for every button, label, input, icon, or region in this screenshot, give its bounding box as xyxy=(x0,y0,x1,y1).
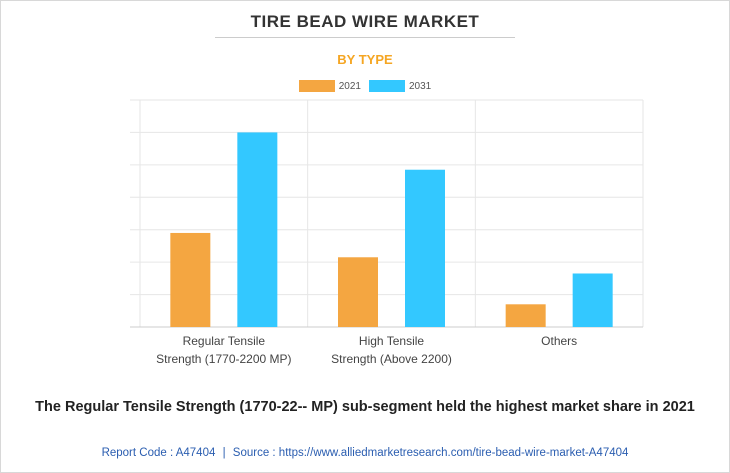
chart-title: TIRE BEAD WIRE MARKET xyxy=(250,12,480,31)
legend-label-2021: 2021 xyxy=(338,80,361,92)
x-tick-label: Strength (Above 2200) xyxy=(331,352,452,366)
x-tick-label: Regular Tensile xyxy=(183,334,266,348)
footer-separator: | xyxy=(222,447,226,459)
chart-subtitle: BY TYPE xyxy=(337,52,393,67)
title-divider xyxy=(215,37,515,38)
bar-2021-0 xyxy=(170,232,211,327)
x-tick-label: Others xyxy=(541,334,577,348)
bar-2031-0 xyxy=(237,132,278,327)
legend-label-2031: 2031 xyxy=(409,80,432,92)
legend-item-2031[interactable]: 2031 xyxy=(369,80,431,92)
chart-caption: The Regular Tensile Strength (1770-22-- … xyxy=(35,399,695,415)
x-tick-label: Strength (1770-2200 MP) xyxy=(156,352,291,366)
x-tick-label: High Tensile xyxy=(359,334,424,348)
legend-item-2021[interactable]: 2021 xyxy=(298,80,361,92)
legend-swatch-2021 xyxy=(298,80,335,92)
report-code: Report Code : A47404 xyxy=(101,447,216,459)
legend-swatch-2031 xyxy=(369,80,405,92)
legend: 2021 2031 xyxy=(0,80,730,92)
bar-chart: Regular Tensile Strength (1770-2200 MP) Hi… xyxy=(130,99,644,366)
source-link[interactable]: Source : https://www.alliedmarketresearc… xyxy=(232,447,629,459)
footer: Report Code : A47404 | Source : https://… xyxy=(0,447,730,459)
bar-2031-1 xyxy=(405,169,445,327)
bar-2021-1 xyxy=(338,257,378,327)
bar-2031-2 xyxy=(572,273,613,327)
bar-2021-2 xyxy=(505,304,546,327)
